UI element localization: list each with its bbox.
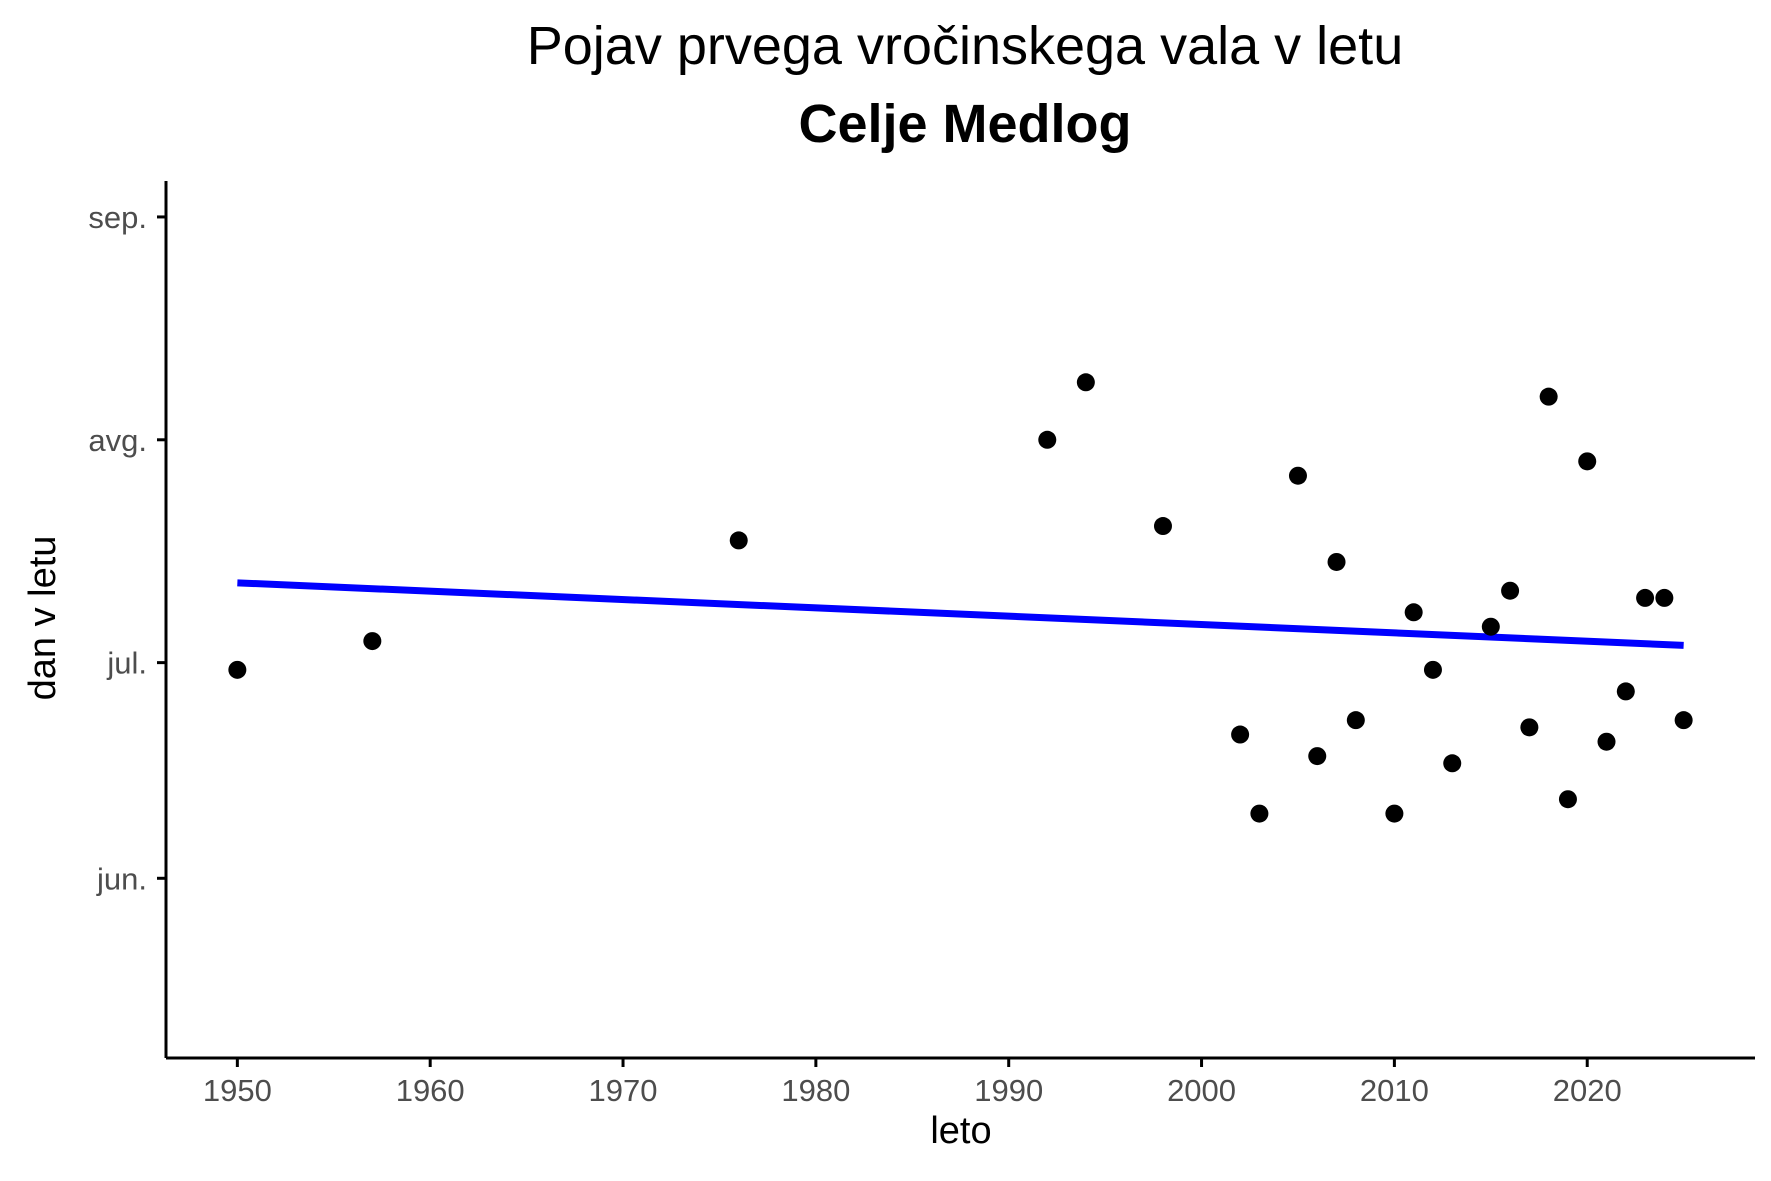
x-tick-label: 1960 [396,1073,465,1108]
data-point [363,632,382,651]
data-point [1346,711,1365,730]
x-tick-label: 1970 [589,1073,658,1108]
data-point [228,660,247,679]
y-axis-title: dan v letu [22,536,64,701]
data-point [1539,387,1558,406]
y-tick-label: jul. [106,646,147,681]
data-point [1327,552,1346,571]
data-point [1501,581,1520,600]
data-point [1076,373,1095,392]
y-tick-label: avg. [88,423,147,458]
data-point [1423,660,1442,679]
x-tick-label: 1990 [974,1073,1043,1108]
y-tick-label: sep. [88,200,147,235]
data-point [1231,725,1250,744]
chart-title: Pojav prvega vročinskega vala v letu [527,16,1403,76]
data-point [1308,747,1327,766]
data-point [1597,732,1616,751]
x-tick-label: 2000 [1167,1073,1236,1108]
y-tick-label: jun. [96,861,147,896]
x-tick-label: 1950 [203,1073,272,1108]
chart-subtitle: Celje Medlog [798,94,1131,154]
x-axis-title: leto [930,1110,991,1152]
data-point [1038,430,1057,449]
data-point [1443,754,1462,773]
y-axis-ticks: jun. jul. avg. sep. [88,200,166,896]
data-point [1404,603,1423,622]
data-point [1655,588,1674,607]
data-points [228,373,1693,823]
trend-line [237,579,1684,649]
data-point [1616,682,1635,701]
x-tick-label: 2020 [1553,1073,1622,1108]
data-point [1558,790,1577,809]
data-point [1674,711,1693,730]
data-point [1636,588,1655,607]
data-point [1385,804,1404,823]
data-point [1250,804,1269,823]
data-point [1520,718,1539,737]
data-point [1578,452,1597,471]
data-point [1481,617,1500,636]
x-axis-ticks: 1950 1960 1970 1980 1990 2000 2010 2020 [203,1058,1622,1108]
x-tick-label: 2010 [1360,1073,1429,1108]
data-point [1153,517,1172,536]
x-tick-label: 1980 [781,1073,850,1108]
data-point [729,531,748,550]
data-point [1288,466,1307,485]
